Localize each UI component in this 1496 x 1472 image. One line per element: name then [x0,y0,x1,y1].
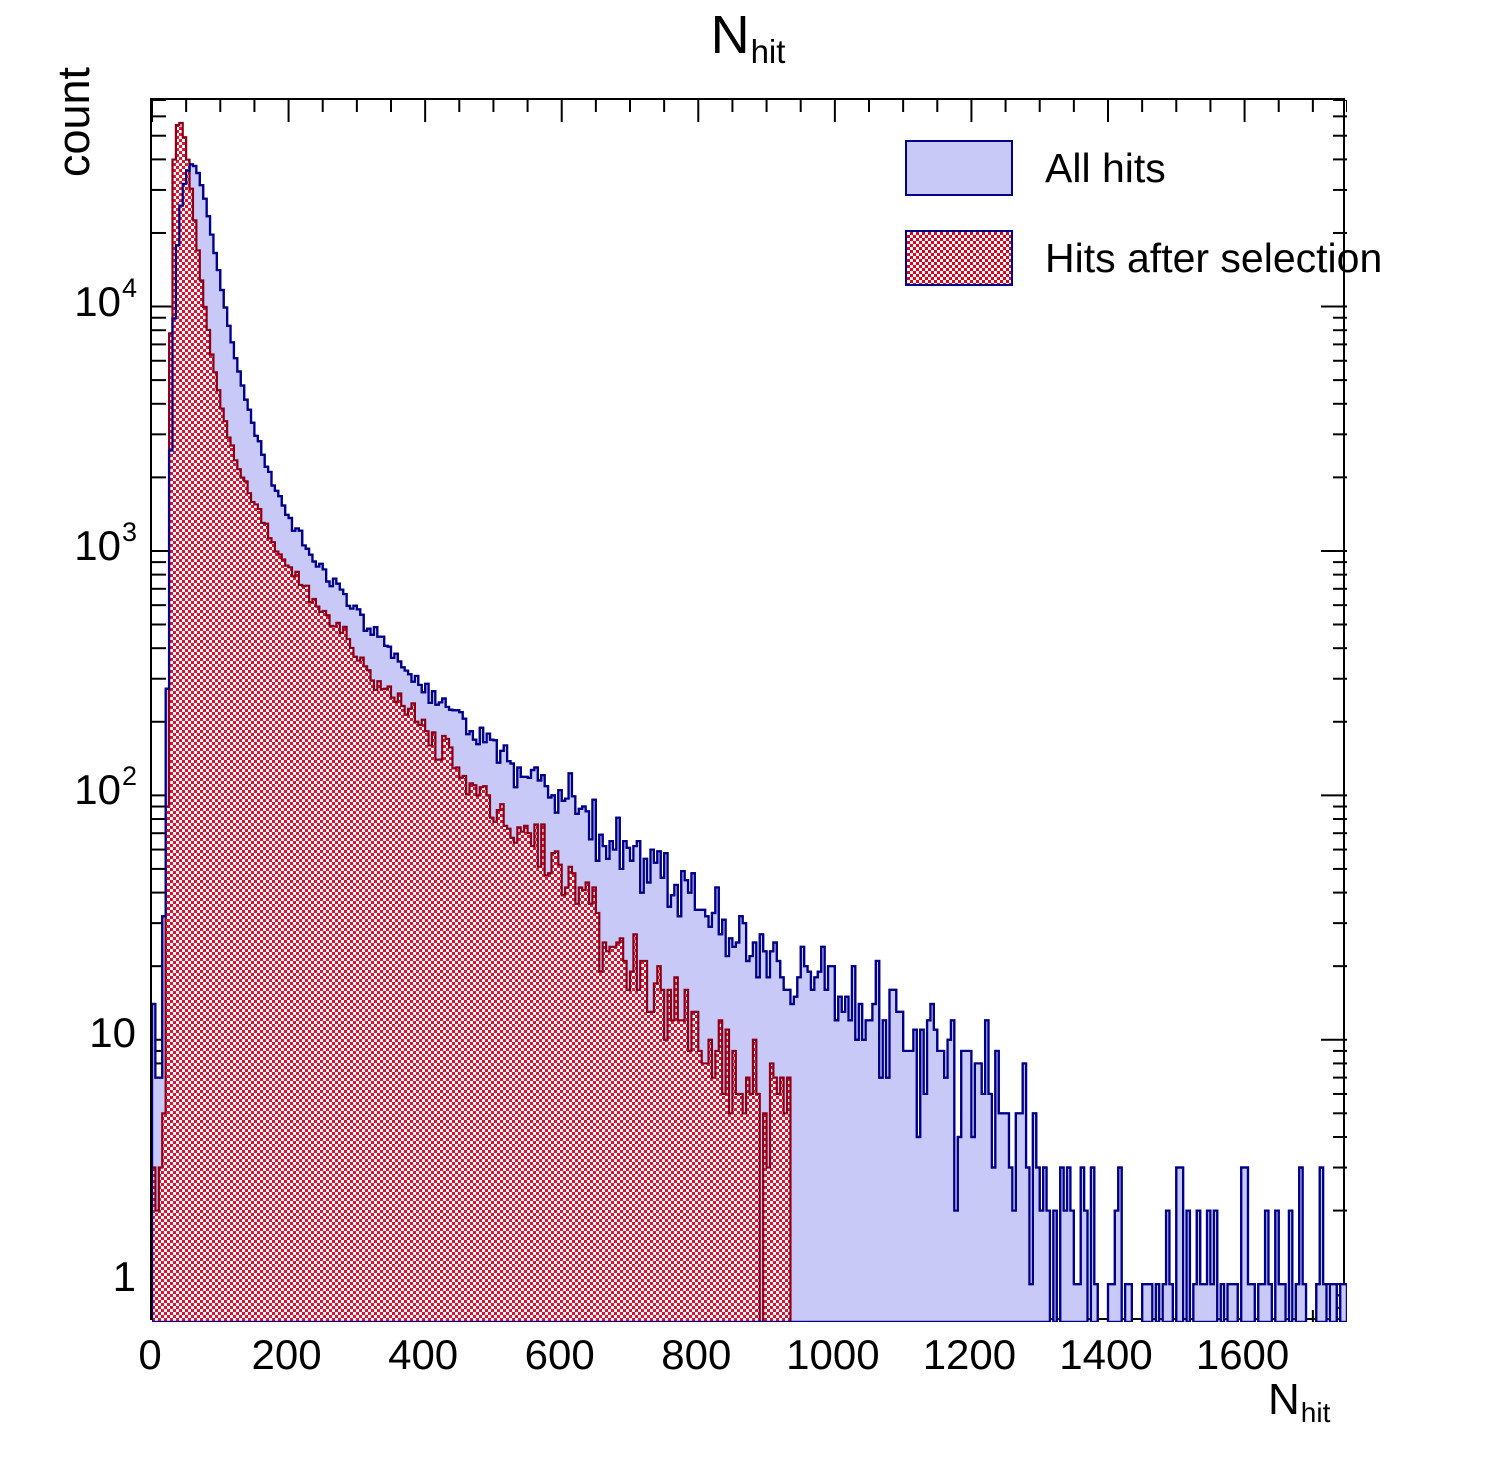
legend-item-all-hits[interactable]: All hits [905,140,1305,198]
x-tick-label: 1000 [786,1331,880,1378]
y-tick-label: 10 [89,1008,136,1056]
x-tick-label: 800 [661,1331,732,1378]
plot-frame [150,98,1347,1322]
title-subscript: hit [750,33,786,70]
legend-label-all-hits: All hits [1045,145,1166,191]
x-axis-title-subscript: hit [1300,1397,1331,1428]
y-tick-label: 103 [74,516,137,569]
y-axis-title: count [48,66,99,178]
x-axis-title-main: N [1268,1375,1300,1424]
title-main: N [710,5,750,65]
y-tick-label: 104 [74,272,137,325]
x-tick-label: 1200 [922,1331,1017,1378]
series-hits-after-selection [152,121,792,1322]
y-tick-label: 1 [112,1253,136,1301]
y-tick-label: 102 [74,761,137,814]
x-tick-label: 1600 [1195,1331,1290,1378]
legend-label-hits-after-selection: Hits after selection [1045,235,1383,281]
page-title: Nhit [0,5,1496,68]
legend-swatch-all-hits [905,140,1013,196]
histogram-svg [152,100,1347,1322]
legend: All hits Hits after selection [905,140,1382,290]
histogram-series [152,121,1347,1322]
x-tick-label: 600 [524,1331,595,1378]
x-tick-label: 1400 [1059,1331,1153,1378]
x-tick-label: 400 [388,1331,459,1378]
legend-item-hits-after-selection[interactable]: Hits after selection [905,230,1382,288]
x-tick-label: 0 [138,1331,162,1378]
legend-swatch-hits-after-selection [905,230,1013,286]
x-axis-title: Nhit [1268,1375,1330,1427]
series-all-hits-outline [152,163,1347,1322]
x-tick-label: 200 [251,1331,322,1378]
